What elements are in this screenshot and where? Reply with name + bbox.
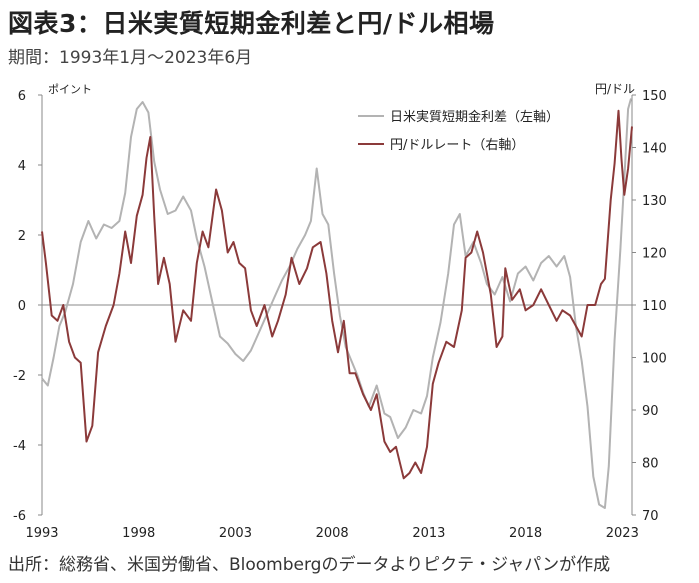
left-tick-label: 2 (18, 229, 26, 244)
x-tick-label: 2003 (219, 526, 252, 541)
right-axis-unit: 円/ドル (595, 82, 635, 96)
x-tick-label: 2013 (412, 526, 445, 541)
right-tick-label: 80 (642, 457, 659, 472)
legend: 日米実質短期金利差（左軸） 円/ドルレート（右軸） (358, 109, 559, 153)
left-tick-label: 0 (18, 299, 26, 314)
right-tick-label: 100 (642, 352, 667, 367)
right-tick-label: 110 (642, 299, 667, 314)
x-tick-label: 1998 (122, 526, 155, 541)
left-tick-label: 6 (18, 89, 26, 104)
left-tick-label: -6 (13, 509, 26, 524)
x-tick-label: 2018 (509, 526, 542, 541)
rate-differential-line (41, 98, 632, 509)
right-tick-label: 90 (642, 404, 659, 419)
source-note: 出所：総務省、米国労働省、Bloombergのデータよりピクテ・ジャパンが作成 (8, 555, 611, 575)
series-layer (41, 98, 633, 509)
x-tick-label: 2008 (316, 526, 349, 541)
left-tick-label: -2 (13, 369, 26, 384)
right-tick-label: 130 (642, 194, 667, 209)
period-subtitle: 期間：1993年1月～2023年6月 (8, 48, 253, 68)
right-tick-label: 140 (642, 142, 667, 157)
right-tick-label: 150 (642, 89, 667, 104)
left-tick-label: -4 (13, 439, 26, 454)
left-axis-unit: ポイント (48, 83, 92, 96)
legend-label: 円/ドルレート（右軸） (390, 138, 524, 153)
page-title: 図表3：日米実質短期金利差と円/ドル相場 (8, 9, 495, 38)
right-tick-label: 70 (642, 509, 659, 524)
left-axis: -6 -4 -2 0 2 4 6 (13, 89, 42, 524)
left-tick-label: 4 (18, 159, 26, 174)
x-tick-label: 1993 (25, 526, 58, 541)
right-tick-label: 120 (642, 247, 667, 262)
right-axis: 70 80 90 100 110 120 130 140 150 (632, 89, 667, 524)
x-tick-label: 2023 (606, 526, 639, 541)
legend-label: 日米実質短期金利差（左軸） (390, 109, 559, 125)
usdjpy-line (41, 109, 633, 480)
plot-frame (41, 95, 633, 515)
x-axis: 1993 1998 2003 2008 2013 2018 2023 (25, 526, 638, 541)
